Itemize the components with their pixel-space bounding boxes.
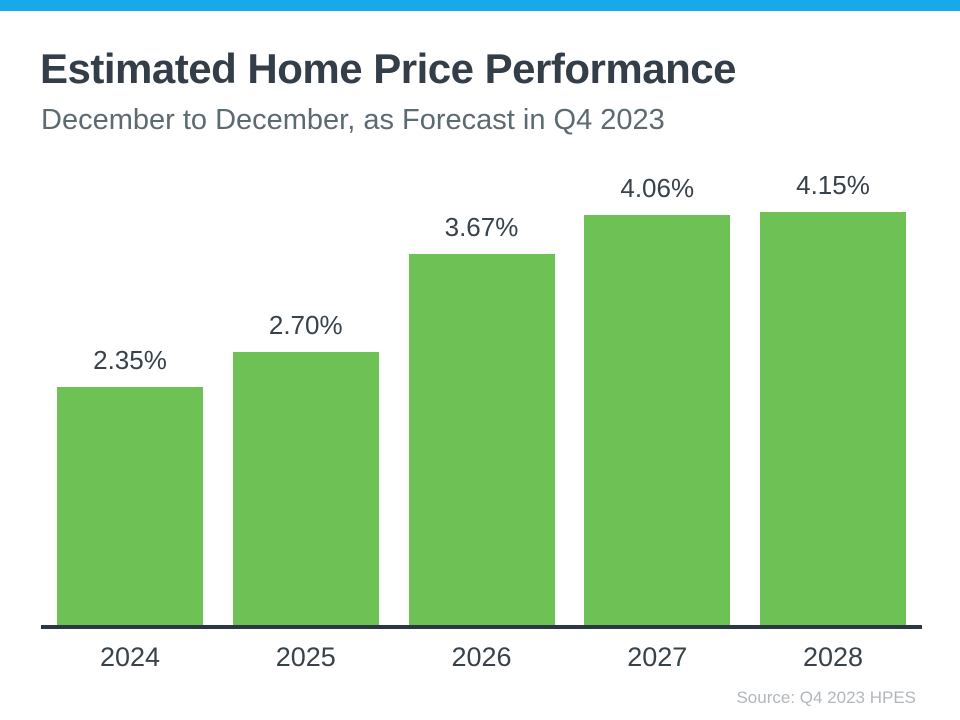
x-axis-line: [41, 625, 922, 630]
bar-value-label: 2.70%: [268, 310, 343, 341]
bar-rect-2024: [57, 387, 203, 626]
bar-group-2025: 2.70%: [232, 170, 379, 626]
source-note: Source: Q4 2023 HPES: [736, 688, 916, 708]
bar-value-label: 3.67%: [444, 212, 519, 243]
bar-value-label: 4.06%: [620, 172, 695, 203]
bar-value-label: 2.35%: [93, 345, 167, 376]
x-axis-label-2026: 2026: [451, 642, 512, 673]
plot-area: 2.35% 2.70% 3.67% 4.06% 4.15%: [41, 170, 922, 626]
bar-group-2028: 4.15%: [760, 170, 906, 626]
x-axis-label-2028: 2028: [802, 642, 864, 673]
bar-value-label: 4.15%: [796, 170, 870, 201]
bar-rect-2025: [232, 352, 379, 626]
x-axis-labels: 2024 2025 2026 2027 2028: [41, 629, 922, 673]
bar-rect-2028: [760, 212, 906, 626]
bar-group-2026: 3.67%: [408, 170, 555, 626]
x-axis-label-2025: 2025: [275, 642, 336, 673]
bar-group-2024: 2.35%: [57, 170, 203, 626]
bar-group-2027: 4.06%: [584, 170, 731, 626]
x-axis-label-2024: 2024: [99, 642, 161, 673]
bar-rect-2026: [408, 254, 555, 626]
bar-chart: 2.35% 2.70% 3.67% 4.06% 4.15% 2024 2025 …: [41, 170, 922, 673]
accent-bar: [0, 0, 960, 11]
x-axis-label-2027: 2027: [627, 642, 688, 673]
page-subtitle: December to December, as Forecast in Q4 …: [41, 104, 665, 137]
bar-rect-2027: [584, 214, 731, 626]
page-title: Estimated Home Price Performance: [40, 45, 736, 92]
